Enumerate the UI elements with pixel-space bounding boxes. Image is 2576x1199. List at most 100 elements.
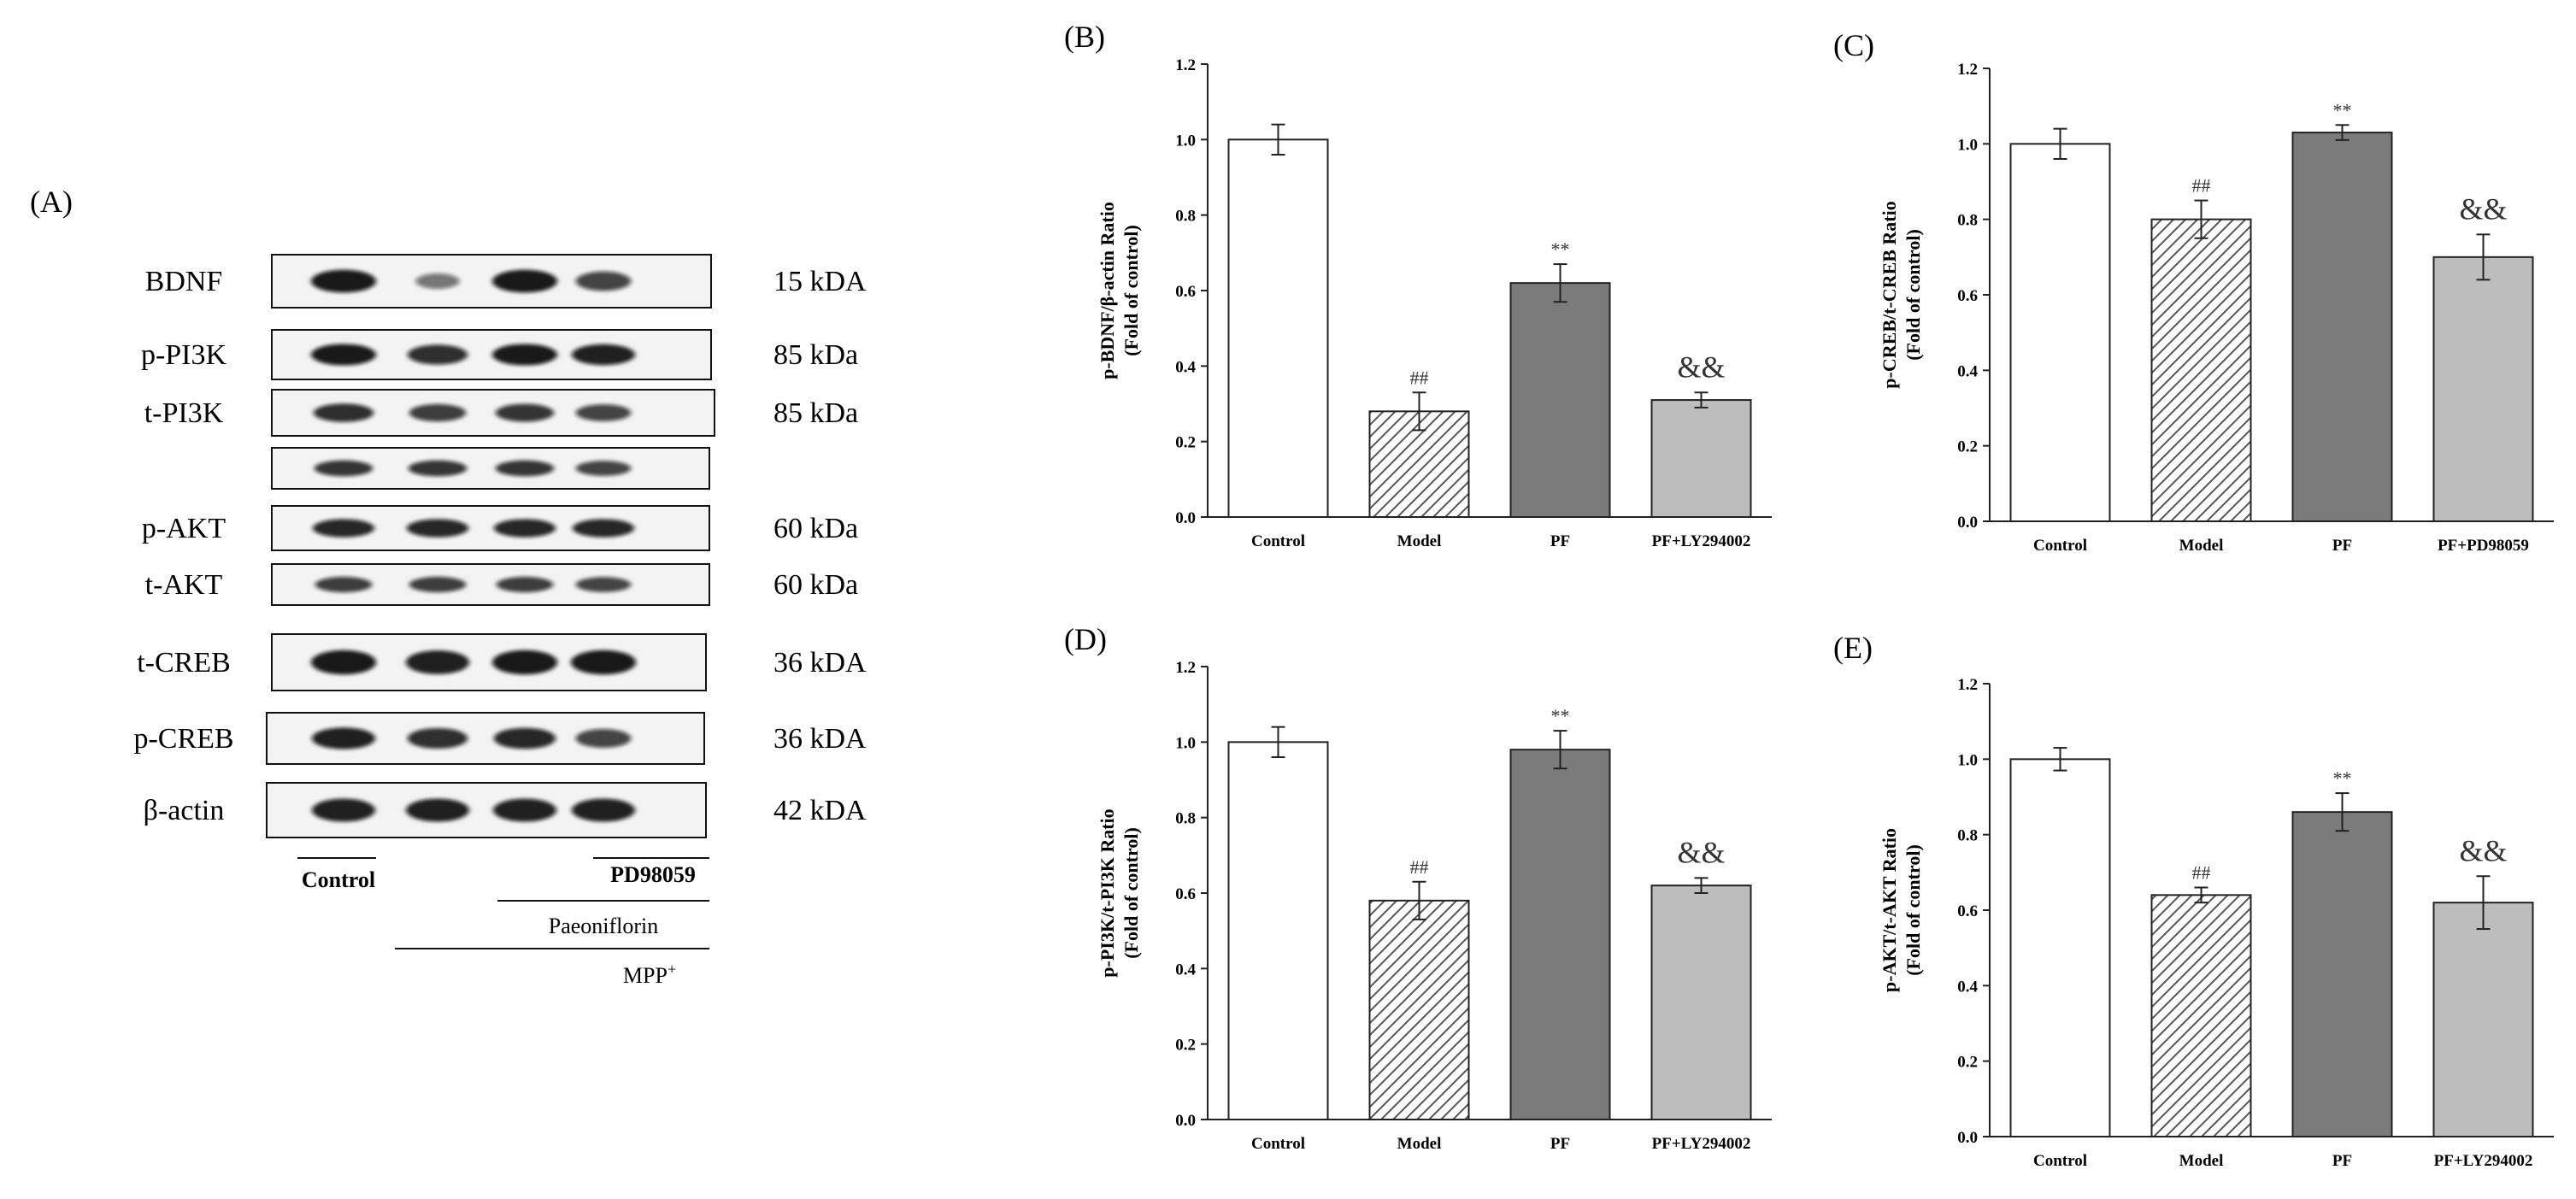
protein-label: p-PI3K [141,339,227,371]
y-tick-label: 0.2 [1957,438,1978,456]
x-category-label: PF [1550,1135,1570,1153]
y-axis-label-line1: p-BDNF/β-actin Ratio [1097,202,1118,379]
bar-model [2150,894,2252,1138]
y-tick-label: 0.6 [1175,283,1196,301]
blot-band [571,798,636,822]
y-tick-label: 1.2 [1175,56,1196,74]
blot-band [313,403,374,422]
blot-band [311,649,376,675]
chart-panel-C: (C) 0.0 0.2 0.4 0.6 0.8 1.0 1.2 p-CREB/t-CREB Ra… [1833,28,2554,555]
y-axis-label-line2: (Fold of control) [1120,225,1142,356]
panel-label: (B) [1064,20,1105,54]
blot-row: BDNF 15 kDA [145,254,867,309]
blot-band [415,273,460,290]
y-tick-label: 0.2 [1175,1037,1196,1055]
blot-band [492,649,557,675]
mpp-label: MPP+ [623,961,676,988]
y-tick-label: 0.8 [1957,827,1978,845]
blot-band [409,576,467,593]
blot-band [314,460,373,477]
significance-mark: && [1677,835,1725,869]
bar-control [2009,758,2111,1137]
y-axis-label: p-CREB/t-CREB Ratio (Fold of control) [1879,201,1924,388]
significance-mark: && [2459,833,2507,867]
x-category-label: PF+PD98059 [2438,537,2529,555]
bar-model [1368,899,1470,1121]
blot-row [271,447,710,490]
blot-strip [271,563,710,606]
blot-band [492,269,557,293]
y-tick-label: 0.8 [1175,208,1196,226]
panel-label: (D) [1064,622,1107,656]
x-category-label: PF+LY294002 [2434,1152,2533,1170]
x-category-label: Model [1397,1135,1442,1153]
y-tick-label: 1.0 [1175,132,1196,150]
blot-band [312,519,375,538]
y-tick-label: 1.2 [1957,676,1978,694]
x-category-label: Control [1251,1135,1305,1153]
y-axis-label: p-PI3K/t-PI3K Ratio (Fold of control) [1097,808,1142,977]
y-tick-label: 0.0 [1957,514,1978,532]
molecular-weight-label: 60 kDa [773,569,858,601]
blot-band [409,403,467,422]
significance-mark: ## [1410,367,1429,388]
bar-pf [2291,811,2393,1138]
significance-mark: ## [2192,862,2211,884]
protein-label: t-AKT [145,569,223,601]
blot-band [492,798,557,822]
blot-band [407,344,468,365]
y-tick-label: 1.0 [1957,751,1978,769]
bar-model [2150,218,2252,522]
y-axis-label-line1: p-AKT/t-AKT Ratio [1879,828,1900,992]
blot-band [571,649,636,675]
blot-band [575,461,632,476]
molecular-weight-label: 42 kDA [773,795,867,826]
blot-band [492,344,557,366]
significance-mark: ## [2192,175,2211,197]
y-tick-label: 1.0 [1957,136,1978,154]
protein-label: t-CREB [137,647,231,679]
molecular-weight-label: 15 kDA [773,266,867,297]
bar-pf [2291,132,2393,522]
blot-row: t-AKT 60 kDa [145,563,858,606]
x-category-label: PF+LY294002 [1652,1135,1751,1153]
bar-pf-ly294002 [2432,902,2534,1137]
y-tick-label: 0.6 [1175,885,1196,903]
blot-band [495,403,555,422]
blot-band [493,519,556,538]
protein-label: BDNF [145,266,223,297]
blot-band [575,404,632,421]
blot-row: t-CREB 36 kDA [137,633,867,691]
blot-band [311,344,376,366]
significance-mark: ** [2333,99,2352,120]
blot-row: p-AKT 60 kDa [142,505,858,551]
significance-mark: ** [1551,705,1570,726]
y-tick-label: 0.8 [1175,810,1196,828]
x-category-label: PF [2332,1152,2352,1170]
blot-band [493,727,556,749]
protein-label: p-CREB [133,723,233,755]
y-tick-label: 1.2 [1175,659,1196,677]
molecular-weight-label: 36 kDA [773,647,867,679]
mpp-text: MPP [623,963,668,988]
bar-control [2009,143,2111,522]
bar-pf [1509,749,1611,1121]
y-axis-label-line1: p-CREB/t-CREB Ratio [1879,201,1900,388]
blot-row: p-PI3K 85 kDa [141,329,858,380]
significance-mark: && [2459,191,2507,226]
blot-row: p-CREB 36 kDA [133,712,867,765]
blot-band [405,798,470,822]
y-axis-label-line2: (Fold of control) [1903,229,1924,361]
x-category-label: Model [2179,1152,2224,1170]
bar-pf-ly294002 [1650,885,1752,1120]
y-axis-label: p-BDNF/β-actin Ratio (Fold of control) [1097,202,1142,379]
x-category-label: PF [2332,537,2352,555]
x-category-label: PF [1550,532,1570,550]
mpp-superscript: + [668,961,676,978]
significance-mark: ** [2333,767,2352,789]
y-tick-label: 0.6 [1957,287,1978,305]
x-category-label: PF+LY294002 [1652,532,1751,550]
blot-band [408,460,468,477]
